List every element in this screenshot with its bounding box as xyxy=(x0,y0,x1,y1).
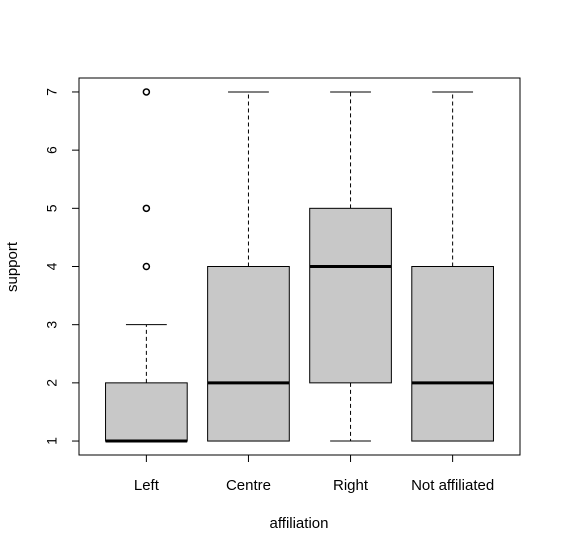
x-tick-label-right: Right xyxy=(333,477,369,494)
y-tick-label-7: 7 xyxy=(44,88,60,96)
iqr-box-left xyxy=(105,382,188,442)
iqr-box-not-affiliated xyxy=(411,266,494,442)
x-tick-label-not-affiliated: Not affiliated xyxy=(411,477,494,494)
outlier-point-left-4 xyxy=(142,262,151,271)
y-axis: 1 2 3 4 5 6 7 xyxy=(44,88,80,445)
y-tick-label-4: 4 xyxy=(44,262,60,270)
y-tick-label-3: 3 xyxy=(44,321,60,329)
plot-area xyxy=(78,77,521,456)
x-tick-label-left: Left xyxy=(134,477,160,494)
x-tick-label-centre: Centre xyxy=(226,477,271,494)
y-tick-label-1: 1 xyxy=(44,437,60,445)
outlier-point-left-7 xyxy=(142,88,151,96)
iqr-box-right xyxy=(309,207,392,384)
y-tick-label-2: 2 xyxy=(44,379,60,387)
y-tick-label-5: 5 xyxy=(44,204,60,212)
box-right xyxy=(309,91,392,442)
box-not-affiliated xyxy=(411,91,494,442)
box-centre xyxy=(207,91,290,442)
box-left xyxy=(105,88,188,443)
x-axis-title: affiliation xyxy=(270,515,329,532)
outlier-point-left-5 xyxy=(142,204,151,213)
y-tick-label-6: 6 xyxy=(44,146,60,154)
y-axis-title: support xyxy=(4,241,21,292)
iqr-box-centre xyxy=(207,266,290,442)
x-axis-tick-labels: Left Centre Right Not affiliated xyxy=(134,455,494,494)
